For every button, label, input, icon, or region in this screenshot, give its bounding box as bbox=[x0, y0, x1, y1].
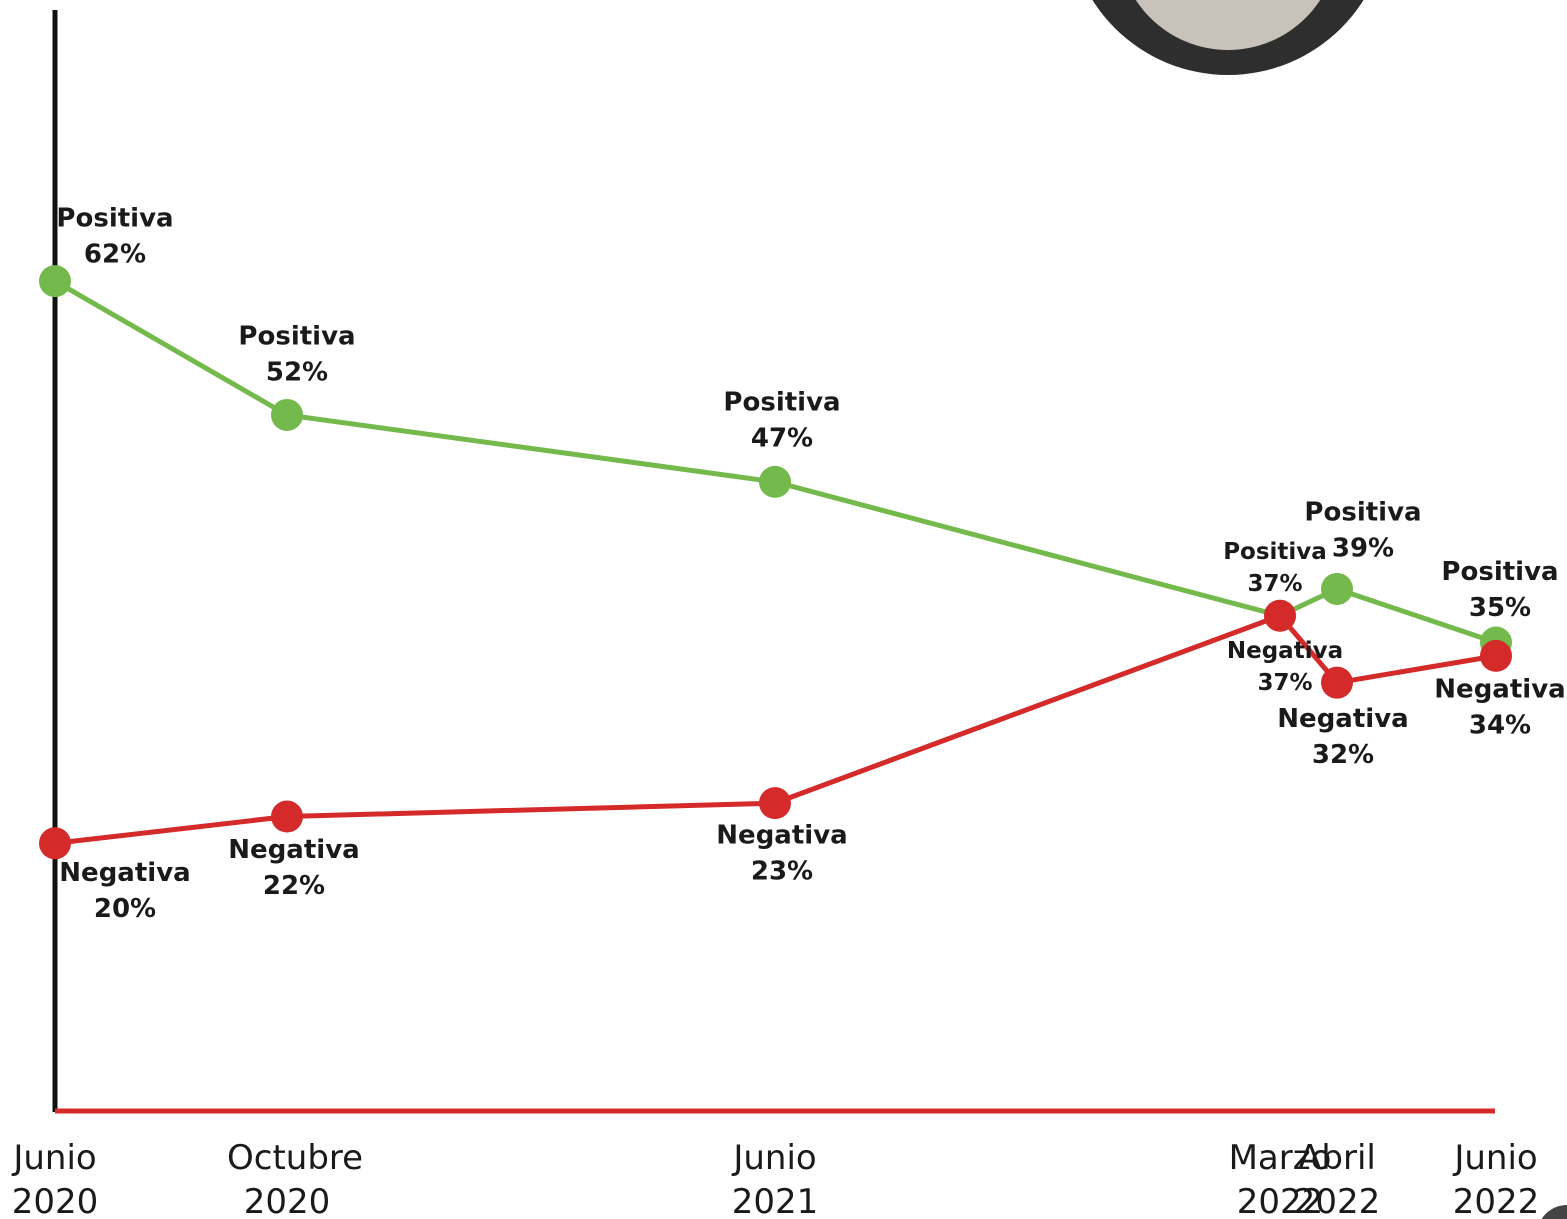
data-label-value: 52% bbox=[266, 357, 328, 387]
data-label-name: Negativa bbox=[1277, 704, 1408, 734]
data-label-value: 39% bbox=[1332, 533, 1394, 563]
data-point bbox=[1321, 573, 1353, 605]
data-label-name: Positiva bbox=[1223, 539, 1327, 565]
data-label-value: 32% bbox=[1312, 740, 1374, 770]
data-label-name: Negativa bbox=[228, 835, 359, 865]
chart: Positiva 62% Positiva 52% Positiva 47% Positiv… bbox=[0, 0, 1567, 1219]
data-point bbox=[1321, 667, 1353, 699]
x-tick-label: Junio 2020 bbox=[0, 1136, 115, 1219]
data-label-value: 62% bbox=[84, 240, 146, 270]
data-label-value: 22% bbox=[263, 871, 325, 901]
data-label-name: Positiva bbox=[238, 321, 355, 351]
data-point bbox=[271, 399, 303, 431]
x-tick-label: Junio 2022 bbox=[1436, 1136, 1556, 1219]
data-label-name: Positiva bbox=[723, 387, 840, 417]
data-label-name: Positiva bbox=[56, 204, 173, 234]
data-point bbox=[759, 787, 791, 819]
data-label-value: 35% bbox=[1469, 593, 1531, 623]
data-point bbox=[39, 265, 71, 297]
x-tick-label: Junio 2021 bbox=[715, 1136, 835, 1219]
x-tick-label: Abril 2022 bbox=[1277, 1136, 1397, 1219]
data-label-value: 23% bbox=[751, 857, 813, 887]
data-point bbox=[39, 827, 71, 859]
data-label-name: Positiva bbox=[1304, 497, 1421, 527]
data-label-name: Negativa bbox=[1227, 638, 1343, 664]
data-label-value: 20% bbox=[94, 894, 156, 924]
data-point bbox=[1264, 600, 1296, 632]
data-label-value: 37% bbox=[1247, 571, 1302, 597]
data-point bbox=[1480, 640, 1512, 672]
data-label-value: 34% bbox=[1469, 710, 1531, 740]
x-tick-label: Octubre 2020 bbox=[227, 1136, 347, 1219]
page: Positiva 62% Positiva 52% Positiva 47% Positiv… bbox=[0, 0, 1567, 1219]
data-label-name: Positiva bbox=[1441, 557, 1558, 587]
data-point bbox=[271, 801, 303, 833]
data-label-value: 37% bbox=[1257, 670, 1312, 696]
data-point bbox=[759, 466, 791, 498]
data-label-name: Negativa bbox=[59, 858, 190, 888]
data-label-name: Negativa bbox=[1434, 674, 1565, 704]
data-label-name: Negativa bbox=[716, 821, 847, 851]
data-label-value: 47% bbox=[751, 423, 813, 453]
